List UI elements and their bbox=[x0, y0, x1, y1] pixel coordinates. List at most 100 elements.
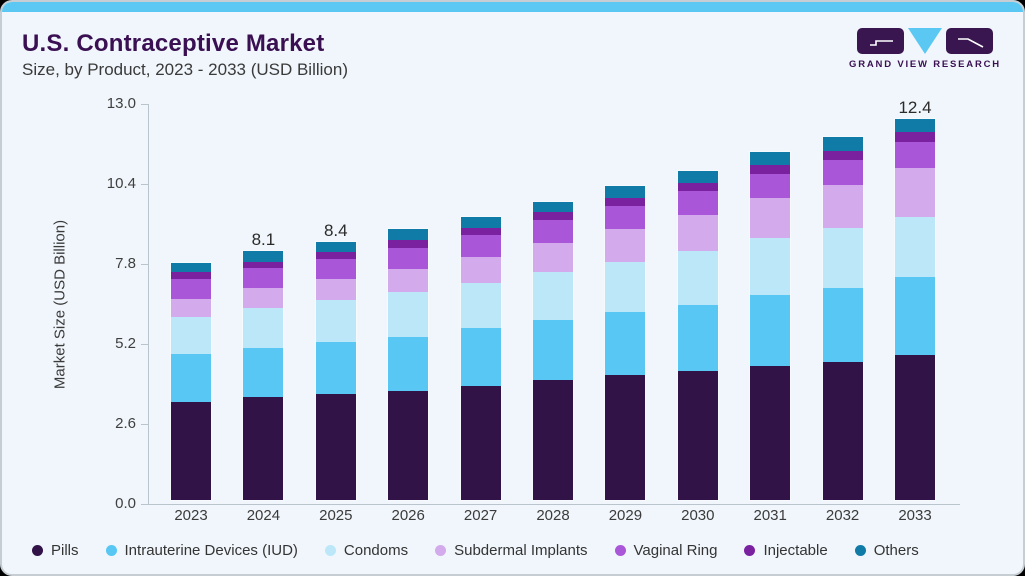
bar-segment-subdermal-implants bbox=[895, 167, 935, 217]
bar-segment-injectable bbox=[388, 240, 429, 248]
logo-g-block-icon bbox=[857, 28, 904, 54]
x-tick-label-2031: 2031 bbox=[753, 507, 787, 524]
bar-segment-intrauterine-devices-iud bbox=[171, 353, 211, 402]
bar-segment-subdermal-implants bbox=[677, 215, 718, 251]
bar-segment-others bbox=[388, 229, 429, 241]
x-tick-label-2023: 2023 bbox=[174, 507, 208, 524]
bar-segment-vaginal-ring bbox=[605, 206, 646, 230]
bar-2030 bbox=[676, 169, 719, 502]
legend-item-intrauterine-devices-iud: Intrauterine Devices (IUD) bbox=[105, 542, 298, 559]
bar-segment-injectable bbox=[822, 150, 863, 161]
y-tick-mark bbox=[141, 184, 148, 185]
legend-dot-icon bbox=[435, 544, 447, 556]
bar-2025 bbox=[314, 240, 357, 502]
bar-value-label-2025: 8.4 bbox=[323, 220, 348, 240]
legend-dot-icon bbox=[324, 544, 336, 556]
bar-segment-intrauterine-devices-iud bbox=[677, 304, 718, 371]
bar-2031 bbox=[749, 151, 792, 501]
bar-segment-pills bbox=[460, 386, 501, 500]
bar-segment-condoms bbox=[243, 307, 284, 348]
bar-segment-vaginal-ring bbox=[677, 190, 718, 216]
legend-label: Condoms bbox=[343, 541, 409, 559]
y-tick-mark bbox=[141, 104, 148, 105]
bar-segment-subdermal-implants bbox=[171, 298, 211, 317]
x-tick-label-2025: 2025 bbox=[319, 507, 353, 524]
x-tick-label-2030: 2030 bbox=[681, 507, 715, 524]
bar-segment-condoms bbox=[750, 238, 791, 296]
bar-segment-vaginal-ring bbox=[533, 220, 573, 244]
bar-segment-intrauterine-devices-iud bbox=[750, 295, 791, 367]
bar-segment-condoms bbox=[171, 316, 211, 354]
legend-item-subdermal-implants: Subdermal Implants bbox=[435, 541, 588, 559]
bar-segment-injectable bbox=[677, 183, 718, 191]
x-tick-label-2032: 2032 bbox=[825, 507, 860, 524]
legend-label: Subdermal Implants bbox=[454, 541, 588, 559]
logo-icon bbox=[849, 28, 1001, 55]
bar-segment-vaginal-ring bbox=[822, 160, 863, 185]
bar-segment-pills bbox=[750, 366, 791, 500]
page-title: U.S. Contraceptive Market bbox=[22, 30, 325, 57]
x-axis-line bbox=[148, 504, 960, 505]
y-tick-label: 13.0 bbox=[106, 95, 136, 112]
y-tick-mark bbox=[141, 424, 148, 425]
bar-segment-others bbox=[315, 241, 356, 253]
x-tick-label-2026: 2026 bbox=[391, 507, 425, 524]
bar-2032 bbox=[821, 135, 864, 502]
y-axis-line bbox=[148, 104, 149, 504]
bar-segment-pills bbox=[895, 355, 935, 500]
bar-segment-vaginal-ring bbox=[315, 258, 356, 279]
bar-value-label-2033: 12.4 bbox=[898, 97, 932, 117]
bar-2026 bbox=[387, 228, 430, 501]
bar-segment-intrauterine-devices-iud bbox=[605, 312, 646, 376]
bar-segment-others bbox=[460, 216, 501, 228]
legend-item-condoms: Condoms bbox=[324, 541, 409, 559]
bar-segment-subdermal-implants bbox=[822, 184, 863, 228]
bar-segment-pills bbox=[171, 401, 211, 500]
bar-2028 bbox=[532, 200, 574, 502]
x-tick-label-2027: 2027 bbox=[463, 507, 498, 524]
bar-segment-subdermal-implants bbox=[533, 243, 573, 273]
bar-segment-others bbox=[822, 136, 863, 151]
legend-dot-icon bbox=[744, 544, 756, 556]
bar-segment-pills bbox=[822, 361, 863, 500]
legend-dot-icon bbox=[105, 544, 117, 556]
x-tick-label-2024: 2024 bbox=[246, 507, 281, 524]
bar-segment-vaginal-ring bbox=[388, 247, 429, 270]
bar-segment-others bbox=[750, 152, 791, 165]
bar-segment-subdermal-implants bbox=[605, 229, 646, 262]
bar-2027 bbox=[459, 215, 502, 502]
bar-segment-injectable bbox=[895, 132, 935, 142]
bar-segment-injectable bbox=[315, 252, 356, 259]
y-tick-label: 7.8 bbox=[115, 255, 136, 272]
bar-segment-injectable bbox=[605, 198, 646, 207]
bar-segment-subdermal-implants bbox=[388, 269, 429, 293]
bar-segment-subdermal-implants bbox=[750, 198, 791, 239]
legend-dot-icon bbox=[32, 544, 43, 556]
x-tick-label-2029: 2029 bbox=[608, 507, 643, 524]
bar-segment-intrauterine-devices-iud bbox=[895, 276, 935, 356]
bar-segment-intrauterine-devices-iud bbox=[243, 347, 284, 397]
x-tick-label-2028: 2028 bbox=[536, 507, 570, 524]
legend-dot-icon bbox=[614, 544, 626, 556]
bar-segment-intrauterine-devices-iud bbox=[460, 327, 501, 387]
logo-v-triangle-icon bbox=[908, 28, 942, 54]
y-tick-mark bbox=[141, 264, 148, 265]
bar-segment-injectable bbox=[243, 261, 284, 268]
bar-segment-others bbox=[677, 170, 718, 184]
legend-item-vaginal-ring: Vaginal Ring bbox=[614, 542, 717, 559]
x-tick-label-2033: 2033 bbox=[898, 507, 932, 524]
bar-segment-injectable bbox=[460, 227, 501, 236]
bar-segment-injectable bbox=[533, 212, 573, 221]
bar-segment-condoms bbox=[388, 292, 429, 337]
legend: Pills Intrauterine Devices (IUD) Condoms Su… bbox=[32, 538, 919, 562]
bar-segment-condoms bbox=[315, 300, 356, 342]
bar-2023 bbox=[170, 262, 212, 501]
bar-segment-others bbox=[533, 201, 573, 213]
grand-view-research-logo: GRAND VIEW RESEARCH bbox=[849, 28, 1001, 70]
y-tick-label: 10.4 bbox=[106, 175, 136, 192]
bar-2029 bbox=[604, 185, 647, 501]
bar-segment-vaginal-ring bbox=[895, 141, 935, 168]
bar-segment-others bbox=[171, 263, 211, 273]
bar-segment-vaginal-ring bbox=[171, 278, 211, 299]
bar-segment-condoms bbox=[533, 272, 573, 320]
